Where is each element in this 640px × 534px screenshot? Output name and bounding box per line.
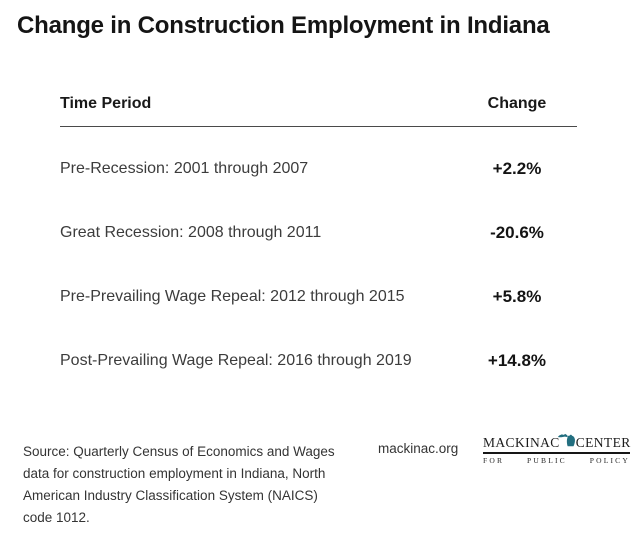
period-cell: Pre-Recession: 2001 through 2007 — [60, 160, 309, 177]
source-note: Source: Quarterly Census of Economics an… — [23, 444, 335, 525]
table-row: Post-Prevailing Wage Repeal: 2016 throug… — [60, 351, 577, 370]
logo-word-center: CENTER — [575, 435, 631, 450]
period-cell: Post-Prevailing Wage Repeal: 2016 throug… — [60, 352, 412, 369]
tagline-word: PUBLIC — [527, 456, 567, 465]
logo-wordmark: MACKINAC CENTER — [483, 433, 631, 454]
column-header-change: Change — [487, 95, 547, 112]
logo-word-mackinac: MACKINAC — [483, 435, 560, 450]
logo-tagline: FOR PUBLIC POLICY — [483, 456, 630, 465]
period-cell: Pre-Prevailing Wage Repeal: 2012 through… — [60, 288, 405, 305]
website-text: mackinac.org — [378, 441, 459, 456]
column-header-time-period: Time Period — [60, 95, 152, 112]
change-value: +2.2% — [492, 159, 542, 178]
table-row: Pre-Prevailing Wage Repeal: 2012 through… — [60, 287, 577, 306]
change-value: -20.6% — [490, 223, 544, 242]
change-value: +14.8% — [487, 351, 547, 370]
period-cell: Great Recession: 2008 through 2011 — [60, 224, 322, 241]
table-row: Great Recession: 2008 through 2011 -20.6… — [60, 223, 577, 242]
data-table: Time Period Change Pre-Recession: 2001 t… — [60, 94, 577, 370]
page-title: Change in Construction Employment in Ind… — [17, 12, 550, 39]
mackinac-center-logo: MACKINAC CENTER FOR PUBLIC POLICY — [483, 433, 631, 465]
change-value: +5.8% — [492, 287, 542, 306]
michigan-state-icon — [557, 433, 575, 447]
table-header-row: Time Period Change — [60, 94, 577, 127]
table-row: Pre-Recession: 2001 through 2007 +2.2% — [60, 159, 577, 178]
tagline-word: FOR — [483, 456, 505, 465]
tagline-word: POLICY — [589, 456, 630, 465]
